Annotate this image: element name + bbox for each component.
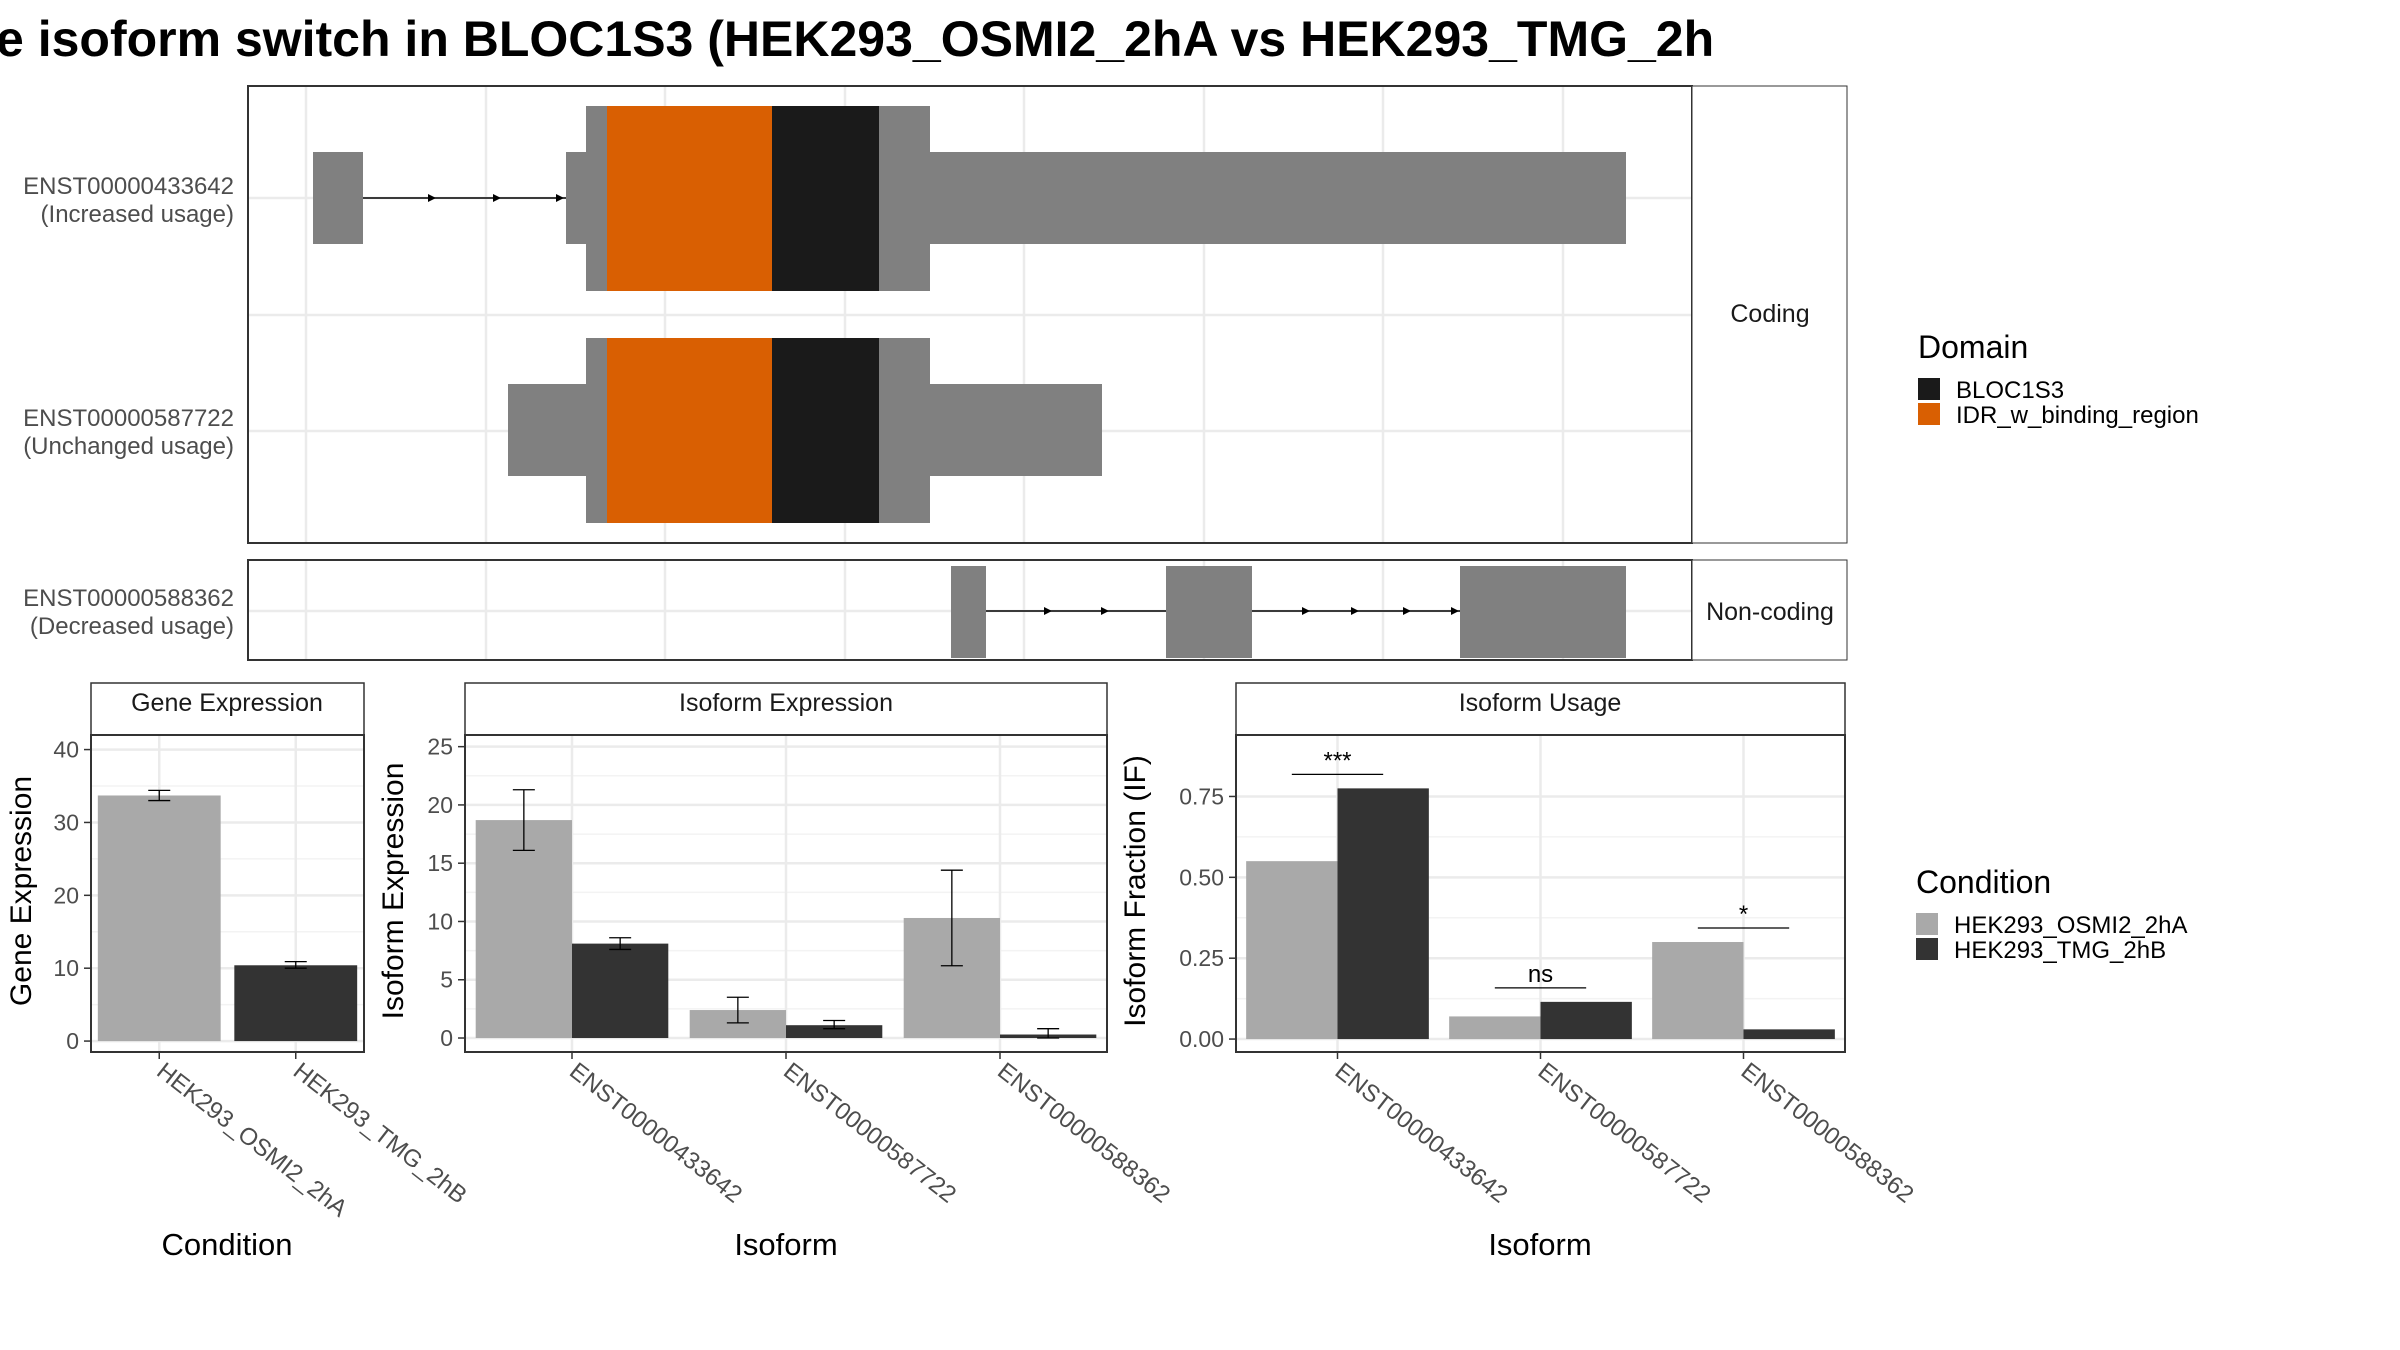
panel-border xyxy=(90,734,365,1053)
y-tick-label: 0.50 xyxy=(1179,864,1224,890)
condition-legend: Condition HEK293_OSMI2_2hA HEK293_TMG_2h… xyxy=(1916,864,2187,964)
figure-title: e isoform switch in BLOC1S3 (HEK293_OSMI… xyxy=(0,11,1714,67)
domain-legend-swatch-bloc1s3 xyxy=(1918,378,1940,400)
panel-strip-title: Isoform Usage xyxy=(1459,689,1622,717)
x-tick-label: ENST00000587722 xyxy=(1533,1057,1716,1208)
intron-arrows xyxy=(1044,607,1459,615)
bar xyxy=(572,943,669,1039)
y-tick-label: 0.00 xyxy=(1179,1026,1224,1052)
y-tick-label: 0 xyxy=(66,1028,79,1054)
bar xyxy=(475,820,572,1039)
condition-legend-swatch-a xyxy=(1916,913,1938,935)
exon xyxy=(951,566,986,658)
y-axis-title: Gene Expression xyxy=(5,776,38,1006)
bar xyxy=(1449,1016,1541,1040)
bar xyxy=(1540,1001,1632,1040)
condition-legend-label: HEK293_TMG_2hB xyxy=(1954,937,2166,964)
bar xyxy=(786,1025,883,1039)
transcript-id-label: ENST00000433642 xyxy=(23,173,234,200)
transcript-enst00000433642-model xyxy=(313,106,1626,291)
x-tick-label: ENST00000587722 xyxy=(778,1057,961,1208)
y-tick-label: 5 xyxy=(440,967,453,993)
noncoding-strip-label: Non-coding xyxy=(1706,598,1834,626)
exon-utr xyxy=(508,384,586,476)
panel-strip xyxy=(90,682,365,736)
y-tick-label: 0 xyxy=(440,1025,453,1051)
transcript-labels: ENST00000433642 (Increased usage) ENST00… xyxy=(23,173,234,640)
exon xyxy=(1460,566,1626,658)
transcript-usage-label: (Increased usage) xyxy=(41,201,234,228)
significance-label: * xyxy=(1739,901,1748,928)
y-tick-label: 0.25 xyxy=(1179,945,1224,971)
coding-strip-label: Coding xyxy=(1730,300,1809,328)
bar xyxy=(1652,942,1744,1040)
x-tick-label: ENST00000433642 xyxy=(564,1057,747,1208)
exon-utr xyxy=(566,152,586,244)
transcript-enst00000587722-model xyxy=(508,338,1102,523)
condition-legend-swatch-b xyxy=(1916,938,1938,960)
panel-strip xyxy=(1235,682,1846,736)
bar xyxy=(1743,1029,1835,1040)
domain-legend-label: IDR_w_binding_region xyxy=(1956,402,2199,429)
domain-bloc1s3 xyxy=(772,338,879,523)
domain-legend: Domain BLOC1S3 IDR_w_binding_region xyxy=(1918,329,2199,429)
domain-idr-w-binding-region xyxy=(607,106,772,291)
domain-idr-w-binding-region xyxy=(607,338,772,523)
panel-strip-title: Isoform Expression xyxy=(679,689,893,717)
x-tick-label: ENST00000433642 xyxy=(1330,1057,1513,1208)
y-tick-label: 20 xyxy=(53,882,79,908)
domain-legend-label: BLOC1S3 xyxy=(1956,377,2064,404)
transcript-usage-label: (Decreased usage) xyxy=(30,613,234,640)
noncoding-strip xyxy=(1691,559,1848,661)
structure-noncoding-panel: Non-coding xyxy=(247,559,1848,661)
exon-utr xyxy=(930,152,1626,244)
x-tick-label: ENST00000588362 xyxy=(1736,1057,1919,1208)
x-tick-label: ENST00000588362 xyxy=(992,1057,1175,1208)
transcript-usage-label: (Unchanged usage) xyxy=(23,433,234,460)
domain-legend-swatch-idr xyxy=(1918,403,1940,425)
y-tick-label: 40 xyxy=(53,737,79,763)
transcript-id-label: ENST00000588362 xyxy=(23,585,234,612)
y-tick-label: 10 xyxy=(53,955,79,981)
y-tick-label: 25 xyxy=(427,734,453,760)
transcript-id-label: ENST00000587722 xyxy=(23,405,234,432)
y-tick-label: 0.75 xyxy=(1179,783,1224,809)
isoform-expression-panel: 0 5 10 15 20 25 ENST00000433642 ENST00000587722… xyxy=(377,682,1175,1262)
y-tick-label: 15 xyxy=(427,850,453,876)
x-axis-title: Isoform xyxy=(1488,1227,1591,1262)
y-tick-label: 10 xyxy=(427,908,453,934)
x-axis-title: Isoform xyxy=(734,1227,837,1262)
condition-legend-label: HEK293_OSMI2_2hA xyxy=(1954,912,2187,939)
y-tick-label: 30 xyxy=(53,809,79,835)
panel-strip-title: Gene Expression xyxy=(131,689,323,717)
bar xyxy=(1337,788,1429,1040)
bar xyxy=(234,965,358,1042)
structure-coding-panel: Coding xyxy=(247,85,1848,544)
x-axis-title: Condition xyxy=(162,1227,293,1262)
significance-label: ns xyxy=(1528,961,1553,988)
domain-bloc1s3 xyxy=(772,106,879,291)
exon xyxy=(1166,566,1252,658)
exon xyxy=(313,152,363,244)
domain-legend-title: Domain xyxy=(1918,329,2028,365)
y-axis-title: Isoform Expression xyxy=(377,763,410,1020)
y-tick-label: 20 xyxy=(427,792,453,818)
y-axis-title: Isoform Fraction (IF) xyxy=(1119,755,1152,1027)
condition-legend-title: Condition xyxy=(1916,864,2051,900)
transcript-enst00000588362-model xyxy=(951,566,1626,658)
intron-arrows xyxy=(428,194,564,202)
bar xyxy=(97,795,221,1042)
coding-strip xyxy=(1691,85,1848,544)
exon-utr xyxy=(930,384,1102,476)
bar xyxy=(1246,861,1338,1040)
significance-label: *** xyxy=(1323,747,1351,774)
